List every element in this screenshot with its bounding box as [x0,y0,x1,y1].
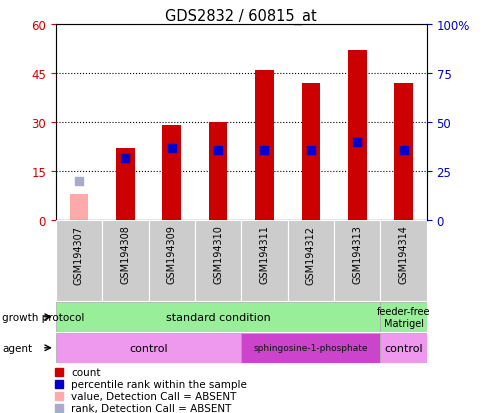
Text: rank, Detection Call = ABSENT: rank, Detection Call = ABSENT [71,403,231,413]
Bar [333,221,379,301]
Text: standard condition: standard condition [166,312,270,322]
Bar [301,83,319,221]
Text: GSM194313: GSM194313 [351,225,362,284]
Bar [379,333,426,363]
Bar [393,83,412,221]
Bar [241,333,379,363]
Bar [255,71,273,221]
Bar [56,221,102,301]
Bar [162,126,181,221]
Bar [287,221,333,301]
Bar [56,333,241,363]
Bar [56,302,379,332]
Text: percentile rank within the sample: percentile rank within the sample [71,379,247,389]
Text: GSM194314: GSM194314 [398,225,408,284]
Text: value, Detection Call = ABSENT: value, Detection Call = ABSENT [71,391,236,401]
Title: GDS2832 / 60815_at: GDS2832 / 60815_at [165,9,317,25]
Text: agent: agent [2,343,32,353]
Bar [102,221,148,301]
Text: control: control [129,343,167,353]
Text: GSM194310: GSM194310 [212,225,223,284]
Bar [209,123,227,221]
Bar [347,51,366,221]
Text: GSM194308: GSM194308 [120,225,130,284]
Text: count: count [71,368,101,377]
Bar [70,195,88,221]
Text: growth protocol: growth protocol [2,312,85,322]
Text: feeder-free
Matrigel: feeder-free Matrigel [376,306,429,328]
Text: sphingosine-1-phosphate: sphingosine-1-phosphate [253,344,367,352]
Text: GSM194312: GSM194312 [305,225,315,284]
Bar [379,221,426,301]
Text: control: control [383,343,422,353]
Text: GSM194311: GSM194311 [259,225,269,284]
Bar [148,221,195,301]
Bar [195,221,241,301]
Text: GSM194307: GSM194307 [74,225,84,284]
Bar [379,302,426,332]
Text: GSM194309: GSM194309 [166,225,176,284]
Bar [116,149,135,221]
Bar [241,221,287,301]
